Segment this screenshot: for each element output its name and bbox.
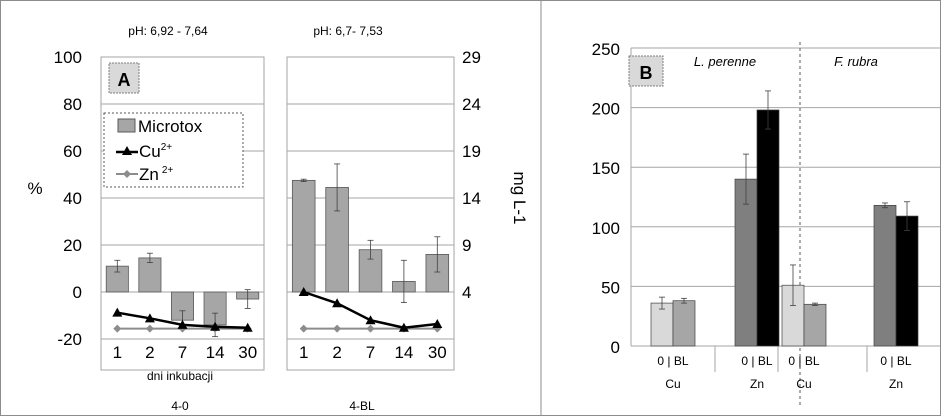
y-axis-label-a: % [27,179,42,198]
y-tick-label-b: 0 [611,338,620,357]
species-label-f-rubra: F. rubra [834,54,878,69]
legend-cu-marker [122,146,132,155]
metal-label-b: Zn [889,377,903,391]
x-axis-label-a: dni inkubacji [147,369,213,383]
x-tick-label-a: 2 [332,343,341,362]
metal-label-b: Cu [796,377,811,391]
cu-point [332,298,343,308]
y2-axis-label-a: mg L-1 [510,172,529,225]
ph-label-4-0: pH: 6,92 - 7,64 [128,24,208,38]
cu-point [144,313,155,323]
y2-tick-label-a: 24 [462,95,481,114]
y2-tick-label-a: 19 [462,142,481,161]
zn-point [333,324,342,333]
zn-point [113,324,122,333]
legend-cu-label: Cu2+ [139,142,172,161]
cu-point [398,322,409,332]
panel-label-a-box [108,62,140,94]
cu-point [112,307,123,317]
microtox-bar [138,257,162,293]
x-tick-label-b: 0 | BL [741,354,772,368]
y-tick-label-a: 20 [63,236,82,255]
x-tick-label-a: 30 [238,343,257,362]
x-tick-label-a: 14 [206,343,225,362]
y-tick-label-a: 80 [63,95,82,114]
x-tick-label-b: 0 | BL [788,354,819,368]
zn-point [145,324,154,333]
y2-tick-label-a: 14 [462,189,481,208]
y-tick-label-a: 0 [73,283,82,302]
zn-point [366,324,375,333]
cu-point [365,315,376,325]
legend-microtox-swatch [117,118,136,133]
ph-label-4-bl: pH: 6,7- 7,53 [313,24,383,38]
species-label-l-perenne: L. perenne [694,54,756,69]
panel-a-chart: -20 0 20 40 60 80 100 4 9 14 19 24 29 1 2 7 14 30 1 2 7 14 30… [27,24,529,413]
y2-tick-label-a: 9 [462,236,471,255]
concentration-bar [756,109,780,347]
legend-microtox-label: Microtox [138,117,203,136]
concentration-bar [895,215,919,347]
x-tick-label-a: 1 [113,343,122,362]
y-tick-label-a: 40 [63,189,82,208]
x-tick-label-a: 7 [178,343,187,362]
concentration-bar [803,303,827,347]
y-tick-label-a: 100 [54,48,82,67]
y-tick-label-b: 150 [592,159,620,178]
cu-point [242,322,253,332]
y-tick-label-a: 60 [63,142,82,161]
panel-label-a: A [118,70,131,90]
zn-point [299,324,308,333]
metal-label-b: Cu [665,377,680,391]
concentration-bar [672,300,696,347]
concentration-bar [873,204,897,347]
y2-tick-label-a: 4 [462,283,471,302]
microtox-bar [291,179,316,293]
x-tick-label-a: 30 [428,343,447,362]
y-tick-label-b: 50 [601,278,620,297]
x-tick-label-a: 2 [145,343,154,362]
group-name-4-bl: 4-BL [349,399,375,413]
panel-b-chart: 0 50 100 150 200 250 0 | BL Cu 0 | BL Zn 0 | BL Cu… [592,40,940,405]
panel-label-b-box [628,55,664,87]
y-tick-label-b: 200 [592,100,620,119]
legend-zn-marker [123,170,131,178]
metal-label-b: Zn [750,377,764,391]
legend-zn-label: Zn 2+ [139,165,173,184]
concentration-bar [650,302,674,347]
y-tick-label-b: 100 [592,219,620,238]
cu-point [432,318,443,328]
x-tick-label-b: 0 | BL [880,354,911,368]
cu-point [298,287,309,296]
x-tick-label-a: 14 [394,343,413,362]
x-tick-label-a: 1 [299,343,308,362]
cu-point [177,319,188,329]
cu-point [210,321,221,331]
x-tick-label-a: 7 [366,343,375,362]
x-tick-label-b: 0 | BL [657,354,688,368]
legend-a: Microtox Cu2+ Zn 2+ [103,112,244,188]
y-tick-label-a: -20 [57,330,82,349]
y2-tick-label-a: 29 [462,48,481,67]
panel-label-b: B [640,63,653,83]
group-name-4-0: 4-0 [171,399,189,413]
y-tick-label-b: 250 [592,40,620,59]
